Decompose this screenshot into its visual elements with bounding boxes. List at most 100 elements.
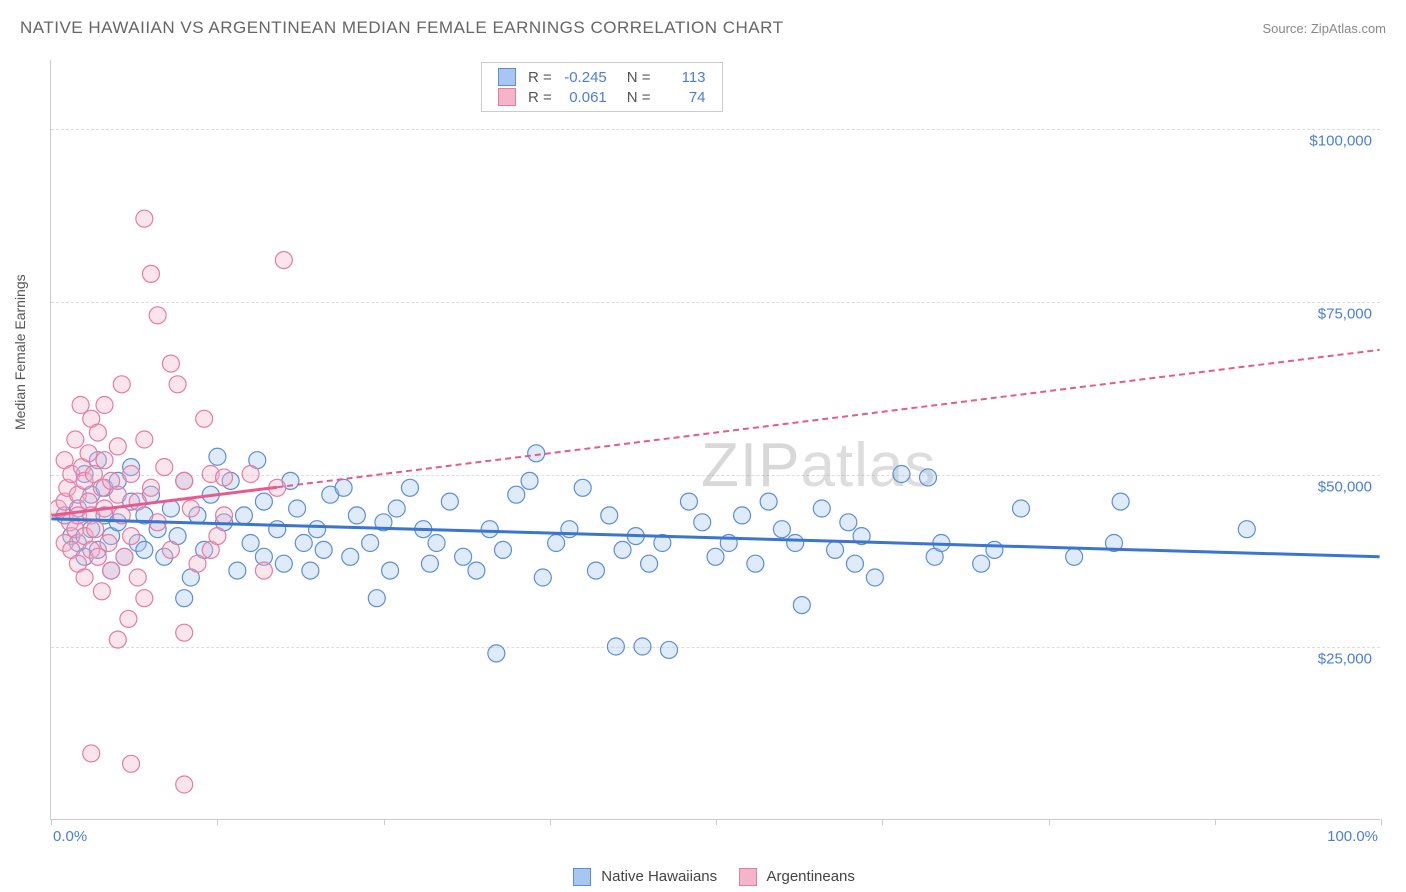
scatter-point: [866, 569, 883, 586]
scatter-point: [315, 541, 332, 558]
scatter-point: [574, 479, 591, 496]
scatter-point: [362, 535, 379, 552]
corr-r-value: -0.245: [558, 67, 613, 87]
scatter-point: [641, 555, 658, 572]
chart-title: NATIVE HAWAIIAN VS ARGENTINEAN MEDIAN FE…: [20, 18, 783, 38]
legend-item: Argentineans: [717, 868, 855, 885]
scatter-point: [368, 590, 385, 607]
scatter-point: [120, 610, 137, 627]
scatter-point: [441, 493, 458, 510]
corr-r-label: R =: [522, 87, 558, 107]
scatter-point: [1013, 500, 1030, 517]
legend-label: Native Hawaiians: [601, 868, 717, 885]
scatter-point: [136, 541, 153, 558]
scatter-point: [614, 541, 631, 558]
scatter-point: [760, 493, 777, 510]
scatter-point: [661, 641, 678, 658]
x-tick: [384, 819, 385, 825]
scatter-point: [189, 555, 206, 572]
scatter-point: [694, 514, 711, 531]
scatter-point: [494, 541, 511, 558]
scatter-point: [1238, 521, 1255, 538]
swatch-icon: [498, 88, 516, 106]
scatter-point: [229, 562, 246, 579]
scatter-point: [89, 424, 106, 441]
scatter-point: [76, 569, 93, 586]
legend-bottom: Native Hawaiians Argentineans: [0, 868, 1406, 886]
x-tick: [1381, 819, 1382, 825]
scatter-point: [136, 590, 153, 607]
x-tick: [882, 819, 883, 825]
scatter-point: [295, 535, 312, 552]
scatter-point: [136, 210, 153, 227]
scatter-point: [1112, 493, 1129, 510]
scatter-point: [348, 507, 365, 524]
scatter-point: [209, 528, 226, 545]
scatter-point: [289, 500, 306, 517]
scatter-point: [428, 535, 445, 552]
scatter-point: [123, 466, 140, 483]
x-tick: [1215, 819, 1216, 825]
scatter-point: [534, 569, 551, 586]
scatter-point: [302, 562, 319, 579]
corr-r-label: R =: [522, 67, 558, 87]
scatter-point: [601, 507, 618, 524]
scatter-point: [87, 521, 104, 538]
scatter-point: [143, 265, 160, 282]
scatter-point: [80, 445, 97, 462]
scatter-point: [96, 452, 113, 469]
scatter-point: [143, 479, 160, 496]
scatter-point: [162, 355, 179, 372]
scatter-point: [587, 562, 604, 579]
scatter-point: [275, 252, 292, 269]
scatter-point: [335, 479, 352, 496]
scatter-point: [103, 562, 120, 579]
scatter-point: [973, 555, 990, 572]
scatter-point: [734, 507, 751, 524]
scatter-point: [113, 376, 130, 393]
scatter-point: [182, 500, 199, 517]
scatter-point: [116, 548, 133, 565]
scatter-point: [72, 397, 89, 414]
scatter-point: [109, 486, 126, 503]
scatter-point: [123, 755, 140, 772]
scatter-point: [680, 493, 697, 510]
correlation-legend: R =-0.245N =113R =0.061N =74: [481, 62, 723, 112]
scatter-point: [382, 562, 399, 579]
scatter-point: [196, 410, 213, 427]
scatter-point: [787, 535, 804, 552]
scatter-point: [342, 548, 359, 565]
scatter-point: [275, 555, 292, 572]
scatter-point: [176, 590, 193, 607]
corr-row: R =-0.245N =113: [492, 67, 712, 87]
scatter-point: [169, 376, 186, 393]
scatter-point: [481, 521, 498, 538]
scatter-point: [773, 521, 790, 538]
scatter-point: [123, 528, 140, 545]
scatter-point: [707, 548, 724, 565]
scatter-point: [747, 555, 764, 572]
scatter-point: [402, 479, 419, 496]
scatter-point: [309, 521, 326, 538]
x-tick: [550, 819, 551, 825]
scatter-point: [149, 307, 166, 324]
scatter-point: [93, 583, 110, 600]
swatch-icon: [739, 868, 757, 886]
corr-n-label: N =: [613, 67, 657, 87]
scatter-point: [109, 438, 126, 455]
scatter-point: [528, 445, 545, 462]
scatter-point: [235, 507, 252, 524]
scatter-point: [521, 472, 538, 489]
scatter-point: [893, 466, 910, 483]
plot-area: R =-0.245N =113R =0.061N =74 ZIPatlas $2…: [50, 60, 1380, 820]
corr-n-value: 74: [657, 87, 712, 107]
scatter-point: [216, 507, 233, 524]
corr-n-value: 113: [657, 67, 712, 87]
scatter-point: [846, 555, 863, 572]
corr-row: R =0.061N =74: [492, 87, 712, 107]
source-text: Source: ZipAtlas.com: [1262, 21, 1386, 36]
legend-item: Native Hawaiians: [551, 868, 717, 885]
scatter-point: [508, 486, 525, 503]
x-tick-label-min: 0.0%: [53, 828, 87, 845]
scatter-point: [129, 569, 146, 586]
